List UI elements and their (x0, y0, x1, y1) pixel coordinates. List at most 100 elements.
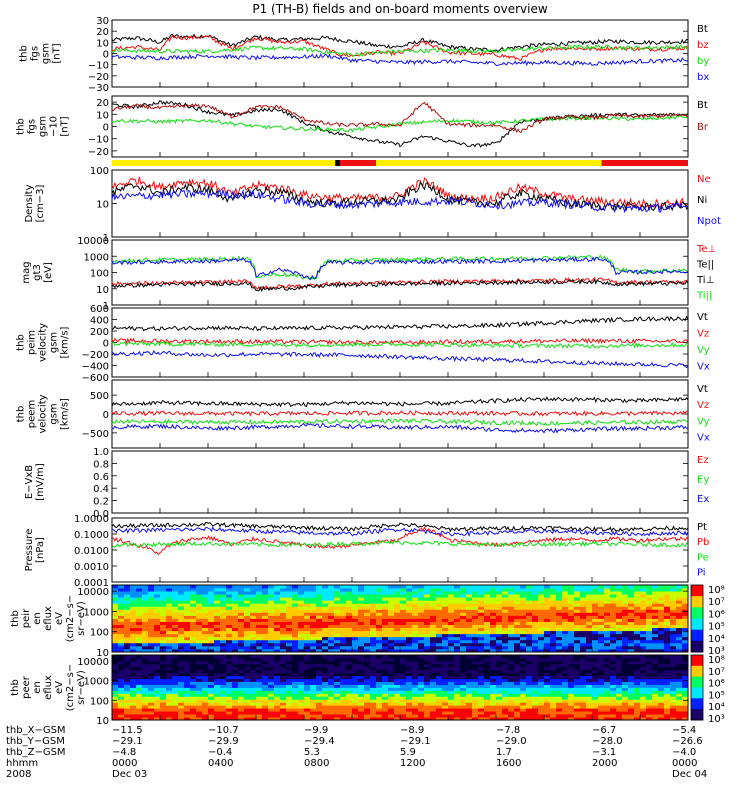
colorbar-label: 10⁷ (708, 667, 725, 678)
spectrogram-cell (646, 660, 653, 665)
spectrogram-cell (232, 636, 239, 641)
spectrogram-cell (346, 624, 353, 629)
spectrogram-cell (448, 666, 455, 671)
colorbar-band (691, 629, 703, 642)
spectrogram-cell (304, 702, 311, 706)
spectrogram-cell (388, 672, 395, 677)
spectrogram-cell (148, 714, 155, 718)
spectrogram-cell (142, 681, 149, 685)
y-axis-label: thb (16, 406, 27, 423)
spectrogram-cell (148, 627, 155, 632)
spectrogram-cell (490, 708, 497, 712)
spectrogram-cell (652, 627, 659, 632)
series-line-bz (111, 34, 689, 62)
spectrogram-cell (310, 606, 317, 610)
spectrogram-cell (676, 606, 683, 610)
spectrogram-cell (430, 621, 437, 625)
spectrogram-cell (196, 690, 203, 694)
spectrogram-cell (418, 648, 425, 653)
spectrogram-cell (346, 606, 353, 610)
spectrogram-cell (388, 675, 395, 680)
spectrogram-cell (202, 669, 209, 674)
spectrogram-cell (580, 699, 587, 703)
spectrogram-cell (148, 687, 155, 691)
spectrogram-cell (286, 615, 293, 619)
spectrogram-cell (562, 672, 569, 677)
spectrogram-cell (160, 606, 167, 610)
spectrogram-cell (376, 600, 383, 604)
spectrogram-cell (334, 585, 341, 589)
spectrogram-cell (268, 702, 275, 706)
spectrogram-cell (130, 633, 137, 638)
spectrogram-cell (670, 666, 677, 671)
spectrogram-cell (160, 696, 167, 700)
spectrogram-cell (406, 618, 413, 622)
spectrogram-cell (184, 693, 191, 697)
spectrogram-cell (310, 687, 317, 691)
spectrogram-cell (304, 645, 311, 650)
spectrogram-cell (328, 615, 335, 619)
spectrogram-cell (430, 606, 437, 610)
spectrogram-cell (232, 678, 239, 682)
spectrogram-cell (412, 615, 419, 619)
spectrogram-cell (190, 600, 197, 604)
spectrogram-cell (376, 612, 383, 616)
spectrogram-cell (532, 648, 539, 653)
spectrogram-cell (556, 690, 563, 694)
spectrogram-cell (652, 690, 659, 694)
spectrogram-cell (202, 627, 209, 632)
spectrogram-cell (280, 615, 287, 619)
spectrogram-cell (676, 678, 683, 682)
colorbar-band (691, 655, 703, 667)
spectrogram-cell (154, 687, 161, 691)
spectrogram-cell (556, 645, 563, 650)
spectrogram-cell (244, 606, 251, 610)
spectrogram-cell (646, 675, 653, 680)
spectrogram-cell (190, 603, 197, 607)
spectrogram-cell (634, 669, 641, 674)
spectrogram-cell (634, 696, 641, 700)
spectrogram-cell (598, 660, 605, 665)
spectrogram-cell (400, 699, 407, 703)
spectrogram-cell (124, 684, 131, 688)
spectrogram-cell (628, 663, 635, 668)
spectrogram-cell (274, 603, 281, 607)
spectrogram-cell (232, 639, 239, 644)
spectrogram-cell (478, 699, 485, 703)
spectrogram-cell (358, 696, 365, 700)
spectrogram-cell (262, 642, 269, 647)
spectrogram-cell (442, 618, 449, 622)
spectrogram-cell (340, 663, 347, 668)
spectrogram-cell (556, 642, 563, 647)
legend-entry: Vy (697, 416, 710, 427)
spectrogram-cell (172, 609, 179, 613)
spectrogram-cell (550, 636, 557, 641)
spectrogram-cell (538, 696, 545, 700)
spectrogram-cell (592, 669, 599, 674)
spectrogram-cell (160, 627, 167, 632)
spectrogram-cell (508, 705, 515, 709)
spectrogram-cell (232, 660, 239, 665)
spectrogram-cell (424, 615, 431, 619)
spectrogram-cell (346, 609, 353, 613)
spectrogram-cell (166, 648, 173, 653)
spectrogram-cell (634, 705, 641, 709)
y-tick-label: 0.0100 (74, 546, 109, 557)
spectrogram-cell (340, 633, 347, 638)
spectrogram-cell (526, 636, 533, 641)
spectrogram-cell (292, 666, 299, 671)
spectrogram-cell (226, 624, 233, 629)
spectrogram-cell (418, 627, 425, 632)
spectrogram-cell (244, 615, 251, 619)
spectrogram-cell (136, 588, 143, 592)
spectrogram-cell (136, 699, 143, 703)
spectrogram-cell (196, 663, 203, 668)
spectrogram-cell (454, 711, 461, 715)
spectrogram-cell (586, 675, 593, 680)
spectrogram-cell (280, 681, 287, 685)
spectrogram-cell (514, 714, 521, 718)
spectrogram-cell (370, 612, 377, 616)
spectrogram-cell (622, 669, 629, 674)
spectrogram-cell (550, 708, 557, 712)
spectrogram-cell (634, 657, 641, 662)
